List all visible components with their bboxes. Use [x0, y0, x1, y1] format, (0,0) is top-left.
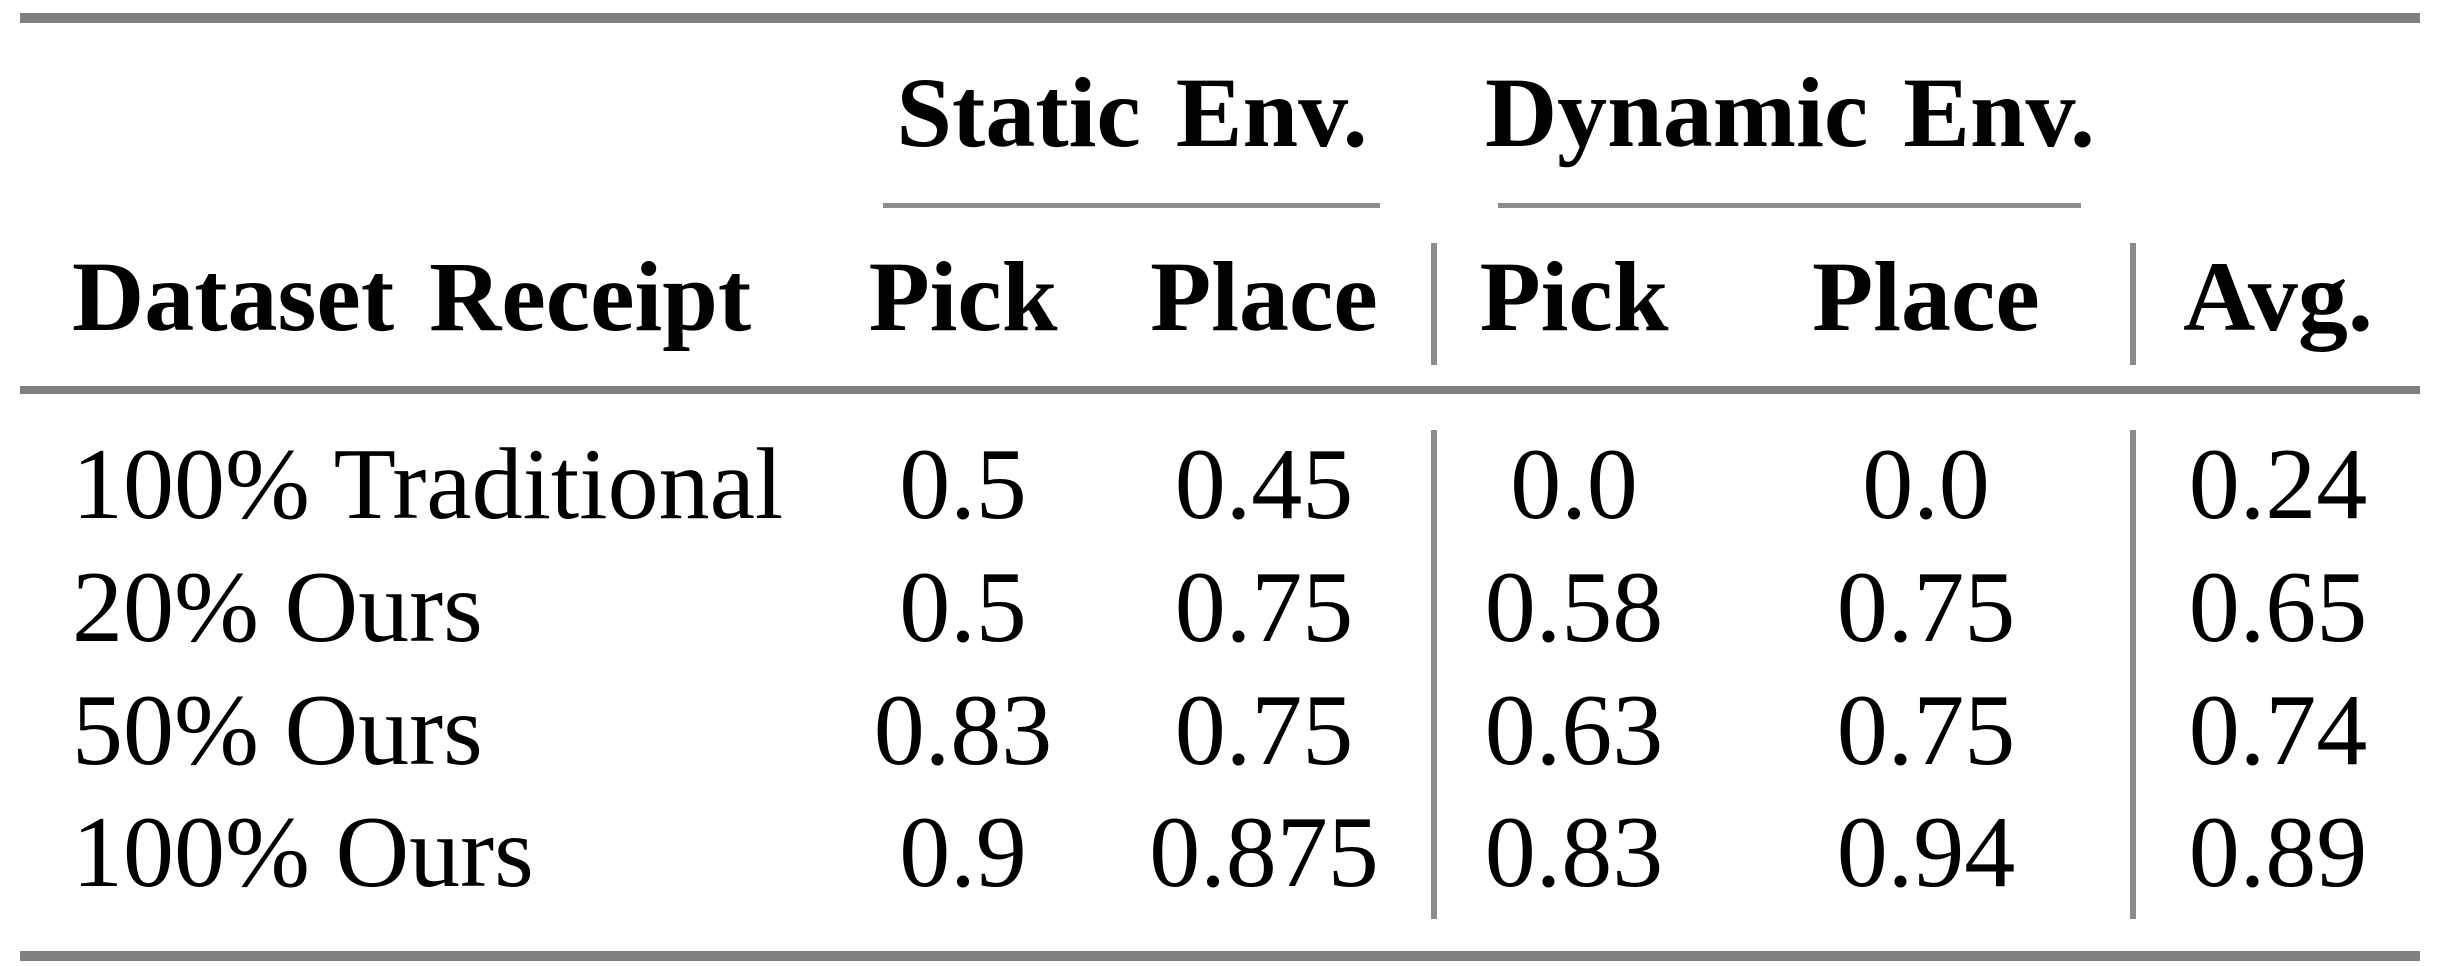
table-cell: 0.75 [1836, 674, 2016, 787]
table-cell: 0.45 [1174, 428, 1354, 541]
table-cell: 0.24 [2188, 428, 2368, 541]
row-label: 50% Ours [72, 674, 483, 787]
table-cell: 0.83 [1484, 796, 1664, 909]
table-cell: 0.5 [899, 551, 1027, 664]
table-cell: 0.94 [1836, 796, 2016, 909]
table-cell: 0.0 [1510, 428, 1638, 541]
col-header-dynamic-pick: Pick [1479, 241, 1669, 352]
table-cell: 0.0 [1862, 428, 1990, 541]
col-header-avg: Avg. [2183, 241, 2373, 352]
separator-static-dynamic-header [1431, 243, 1437, 365]
col-header-static-place: Place [1150, 241, 1378, 352]
table-cell: 0.63 [1484, 674, 1664, 787]
table-cell: 0.65 [2188, 551, 2368, 664]
table-cell: 0.58 [1484, 551, 1664, 664]
table-cell: 0.75 [1174, 674, 1354, 787]
separator-dynamic-avg-header [2130, 243, 2136, 365]
table-cell: 0.75 [1836, 551, 2016, 664]
top-rule [20, 13, 2420, 23]
separator-static-dynamic-body [1431, 430, 1437, 919]
col-header-dataset-receipt: Dataset Receipt [72, 241, 752, 352]
group-header-dynamic-env: Dynamic Env. [1484, 57, 2096, 168]
header-rule [20, 386, 2420, 394]
bottom-rule [20, 951, 2420, 961]
table-cell: 0.89 [2188, 796, 2368, 909]
table-cell: 0.75 [1174, 551, 1354, 664]
row-label: 100% Traditional [72, 428, 784, 541]
dynamic-group-underline [1498, 203, 2081, 208]
group-header-static-env: Static Env. [896, 57, 1368, 168]
row-label: 20% Ours [72, 551, 483, 664]
col-header-dynamic-place: Place [1812, 241, 2040, 352]
static-group-underline [883, 203, 1380, 208]
table-cell: 0.9 [899, 796, 1027, 909]
row-label: 100% Ours [72, 796, 534, 909]
col-header-static-pick: Pick [868, 241, 1058, 352]
table-cell: 0.74 [2188, 674, 2368, 787]
table-cell: 0.5 [899, 428, 1027, 541]
separator-dynamic-avg-body [2130, 430, 2136, 919]
table-cell: 0.83 [873, 674, 1053, 787]
table-cell: 0.875 [1149, 796, 1379, 909]
